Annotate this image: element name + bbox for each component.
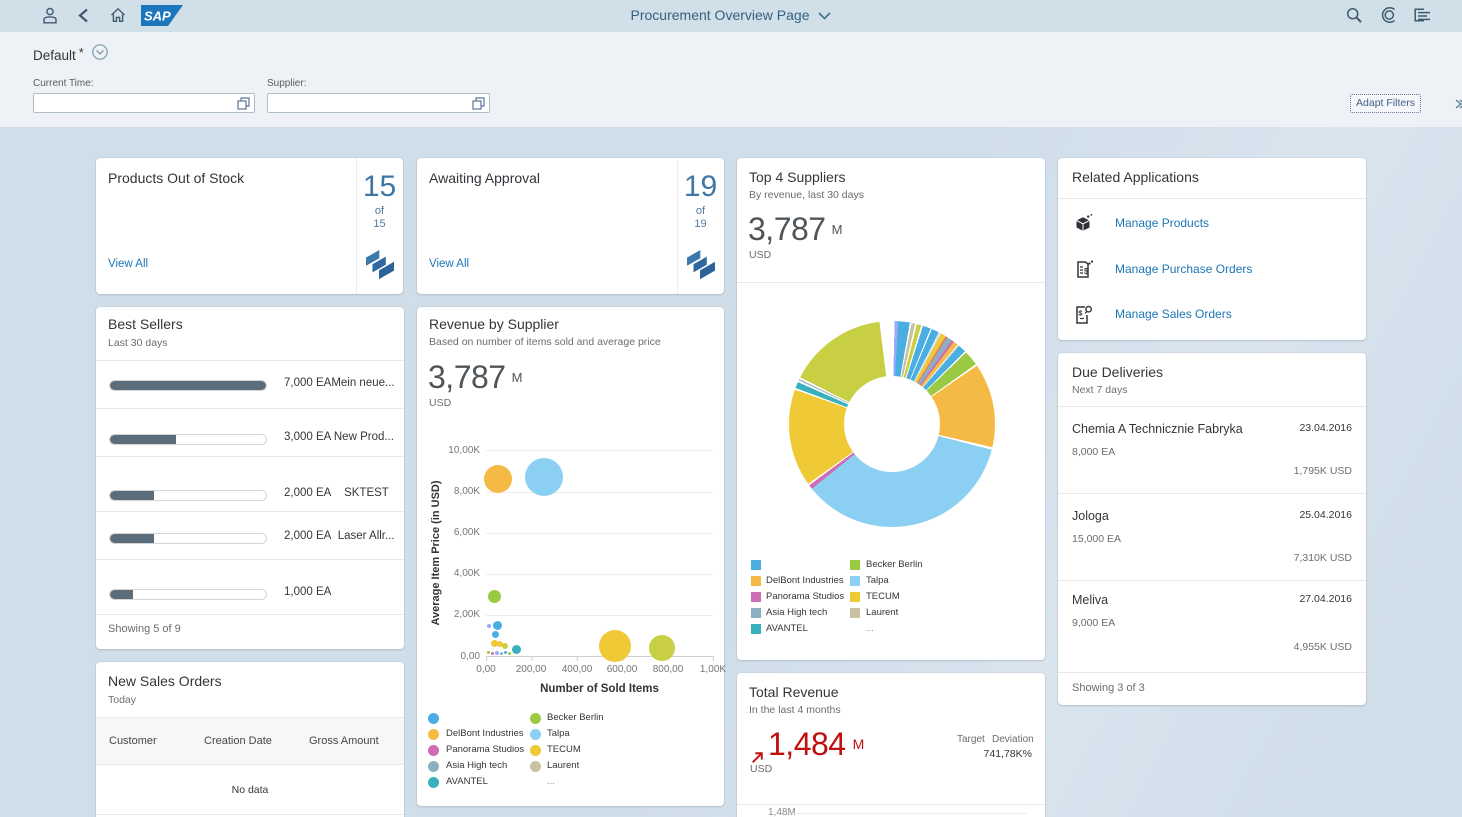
svg-text:$: $ — [1084, 267, 1089, 276]
svg-text:$: $ — [1078, 309, 1083, 318]
svg-text:SAP: SAP — [144, 9, 171, 24]
